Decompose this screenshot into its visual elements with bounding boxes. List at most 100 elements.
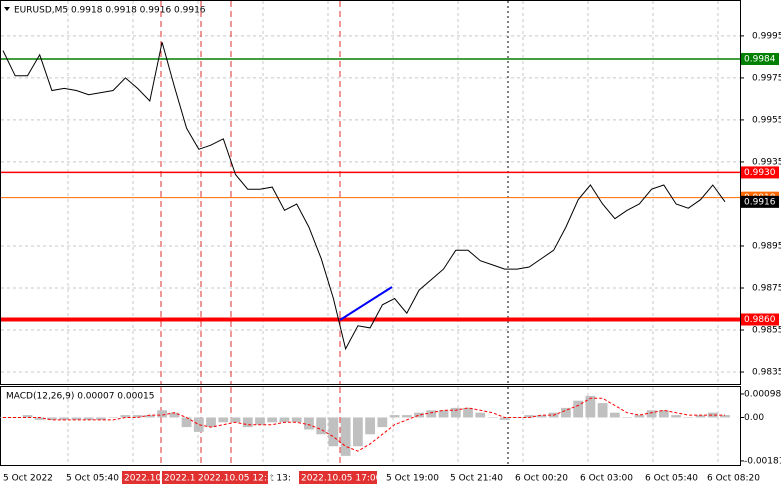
macd-bar [328, 417, 339, 447]
macd-bar [96, 417, 106, 420]
macd-bar [291, 417, 302, 423]
level-box [741, 313, 779, 326]
x-tick-label: 5 Oct 05:40 [66, 474, 119, 484]
x-tick-label: 6 Oct 03:00 [580, 474, 633, 484]
macd-bar [622, 417, 632, 418]
macd-bar [59, 417, 70, 420]
macd-bar [181, 417, 192, 428]
macd-bar [450, 407, 461, 418]
title-arrow [4, 7, 10, 11]
y-tick-label: 0.00098 [744, 389, 781, 399]
macd-bar [267, 417, 278, 423]
x-tick-label: 6 Oct 00:20 [515, 474, 568, 484]
pane-frame [0, 386, 741, 466]
macd-bar [316, 417, 327, 435]
macd-bar [695, 415, 706, 418]
macd-bar [83, 417, 94, 420]
macd-bar [414, 412, 424, 418]
macd-bar [120, 415, 131, 418]
marker-box [122, 471, 160, 484]
marker-label: 2022.10.05 12:30 [198, 474, 279, 484]
macd-bar [487, 417, 498, 418]
marker-box [162, 471, 196, 484]
chart-title: EURUSD,M5 0.9918 0.9918 0.9916 0.9916 [14, 6, 206, 16]
level-box [741, 52, 779, 65]
y-tick-label: 0.9835 [752, 368, 781, 378]
x-tick-label: 6 Oct 05:40 [645, 474, 698, 484]
marker-box [196, 471, 268, 484]
macd-bar [279, 417, 290, 423]
macd-title: MACD(12,26,9) 0.00007 0.00015 [6, 392, 155, 402]
macd-bar [365, 417, 376, 435]
macd-bar [646, 410, 657, 418]
y-tick-label: 0.00 [744, 413, 764, 423]
x-tick-label: 5 Oct 19:00 [386, 474, 439, 484]
macd-bar [169, 412, 180, 418]
macd-bar [71, 417, 82, 420]
macd-bar [658, 410, 669, 418]
marker-label: 2022.10. [124, 474, 164, 484]
y-tick-label: 0.9875 [752, 283, 781, 293]
macd-bar [720, 415, 730, 418]
y-tick-label: 0.9975 [752, 73, 781, 83]
y-tick-label: 0.9895 [752, 241, 781, 251]
marker-label: 2022.1 [164, 474, 196, 484]
macd-bar [524, 415, 535, 418]
macd-bar [561, 407, 571, 418]
y-tick-label: 0.9995 [752, 31, 781, 41]
level-box [741, 166, 779, 179]
macd-bar [206, 417, 216, 428]
marker-box [299, 471, 377, 484]
macd-bar [377, 417, 388, 428]
macd-bar [634, 415, 645, 418]
macd-bar [389, 415, 400, 418]
macd-bar [242, 417, 253, 428]
macd-bar [22, 415, 33, 418]
macd-bar [426, 410, 437, 418]
macd-bar [144, 415, 155, 418]
signal-line [3, 397, 725, 452]
macd-bar [463, 407, 473, 418]
macd-bar [512, 417, 522, 418]
y-tick-label: 0.9855 [752, 326, 781, 336]
macd-bar [218, 417, 229, 423]
macd-bar [609, 412, 620, 418]
macd-bar [499, 417, 510, 420]
macd-bar [255, 417, 265, 425]
y-tick-label: 0.9955 [752, 115, 781, 125]
x-tick-label: t 13: [270, 474, 291, 484]
y-tick-label: 0.9935 [752, 157, 781, 167]
macd-bar [340, 417, 351, 456]
price-line [2, 42, 726, 351]
macd-bar [157, 410, 167, 418]
macd-bar [585, 395, 596, 418]
level-label: 0.9916 [744, 197, 776, 207]
macd-bar [352, 417, 363, 447]
marker-label: 2022.10.05 17:00 [301, 474, 382, 484]
trend-line [339, 286, 393, 321]
macd-bar [401, 415, 412, 418]
level-box [741, 195, 779, 208]
pane-frame [0, 0, 741, 385]
macd-bar [683, 417, 694, 418]
macd-bar [573, 400, 584, 418]
macd-bar [34, 417, 45, 420]
macd-bar [671, 415, 681, 418]
macd-bar [597, 403, 608, 418]
macd-bar [230, 417, 241, 423]
x-tick-label: 5 Oct 21:40 [450, 474, 503, 484]
macd-bar [108, 417, 119, 418]
macd-bar [438, 410, 449, 418]
level-label: 0.9984 [744, 54, 776, 64]
level-label: 0.9930 [744, 168, 776, 178]
macd-bar [707, 412, 718, 418]
level-label: 0.9860 [744, 315, 776, 325]
x-tick-label: 6 Oct 08:20 [707, 474, 760, 484]
y-tick-label: -0.00181 [744, 456, 781, 466]
macd-bar [304, 417, 314, 430]
macd-bar [47, 417, 57, 420]
macd-bar [132, 415, 143, 418]
macd-bar [193, 417, 204, 432]
macd-bar [475, 412, 486, 418]
